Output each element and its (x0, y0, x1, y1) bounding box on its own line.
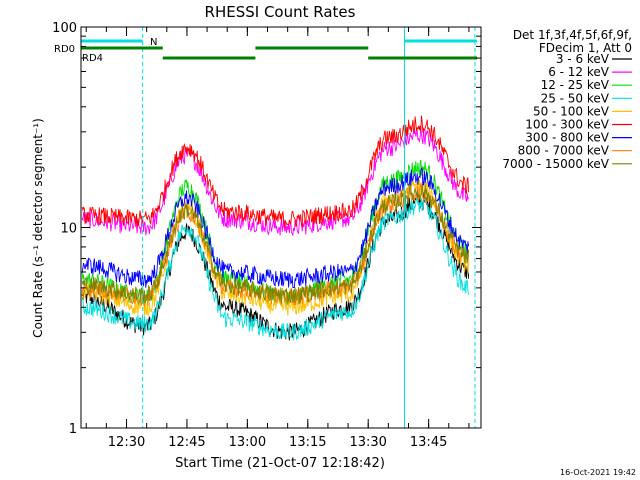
x-tick-label-6: 13:45 (410, 435, 447, 450)
flag-label-rd4: RD4 (82, 53, 103, 64)
x-axis-label: Start Time (21-Oct-07 12:18:42) (175, 456, 385, 471)
legend-label-6: 100 - 300 keV (525, 118, 609, 132)
x-tick-label-5: 13:30 (349, 435, 386, 450)
legend-label-7: 300 - 800 keV (525, 131, 609, 145)
legend-label-8: 800 - 7000 keV (518, 144, 610, 158)
legend-label-2: 6 - 12 keV (548, 65, 610, 79)
legend-label-9: 7000 - 15000 keV (502, 157, 609, 171)
legend-label-5: 50 - 100 keV (533, 104, 610, 118)
x-tick-label-3: 13:00 (229, 435, 266, 450)
y-axis-label: Count Rate (s⁻¹ detector segment⁻¹) (31, 118, 45, 338)
y-tick-label-1: 1 (69, 422, 77, 437)
x-tick-label-1: 12:30 (108, 435, 145, 450)
y-tick-label-3: 100 (52, 21, 77, 36)
y-tick-label-2: 10 (60, 222, 77, 237)
flag-label-rd0: RD0 (54, 44, 75, 55)
chart-title: RHESSI Count Rates (205, 3, 356, 21)
legend-label-1: 3 - 6 keV (556, 52, 610, 66)
timestamp: 16-Oct-2021 19:42 (560, 468, 636, 477)
legend-header-line-1: Det 1f,3f,4f,5f,6f,9f, (513, 28, 632, 42)
flag-label-n: N (150, 37, 157, 48)
x-tick-label-4: 13:15 (289, 435, 326, 450)
legend-header-line-2: FDecim 1, Att 0 (539, 41, 632, 55)
x-tick-label-2: 12:45 (168, 435, 205, 450)
plot-area: N RD0 RD4 1 10 100 12:30 12:45 13:00 13:15 13:30 13… (52, 21, 632, 450)
legend-label-3: 12 - 25 keV (541, 78, 610, 92)
legend-label-4: 25 - 50 keV (541, 91, 610, 105)
